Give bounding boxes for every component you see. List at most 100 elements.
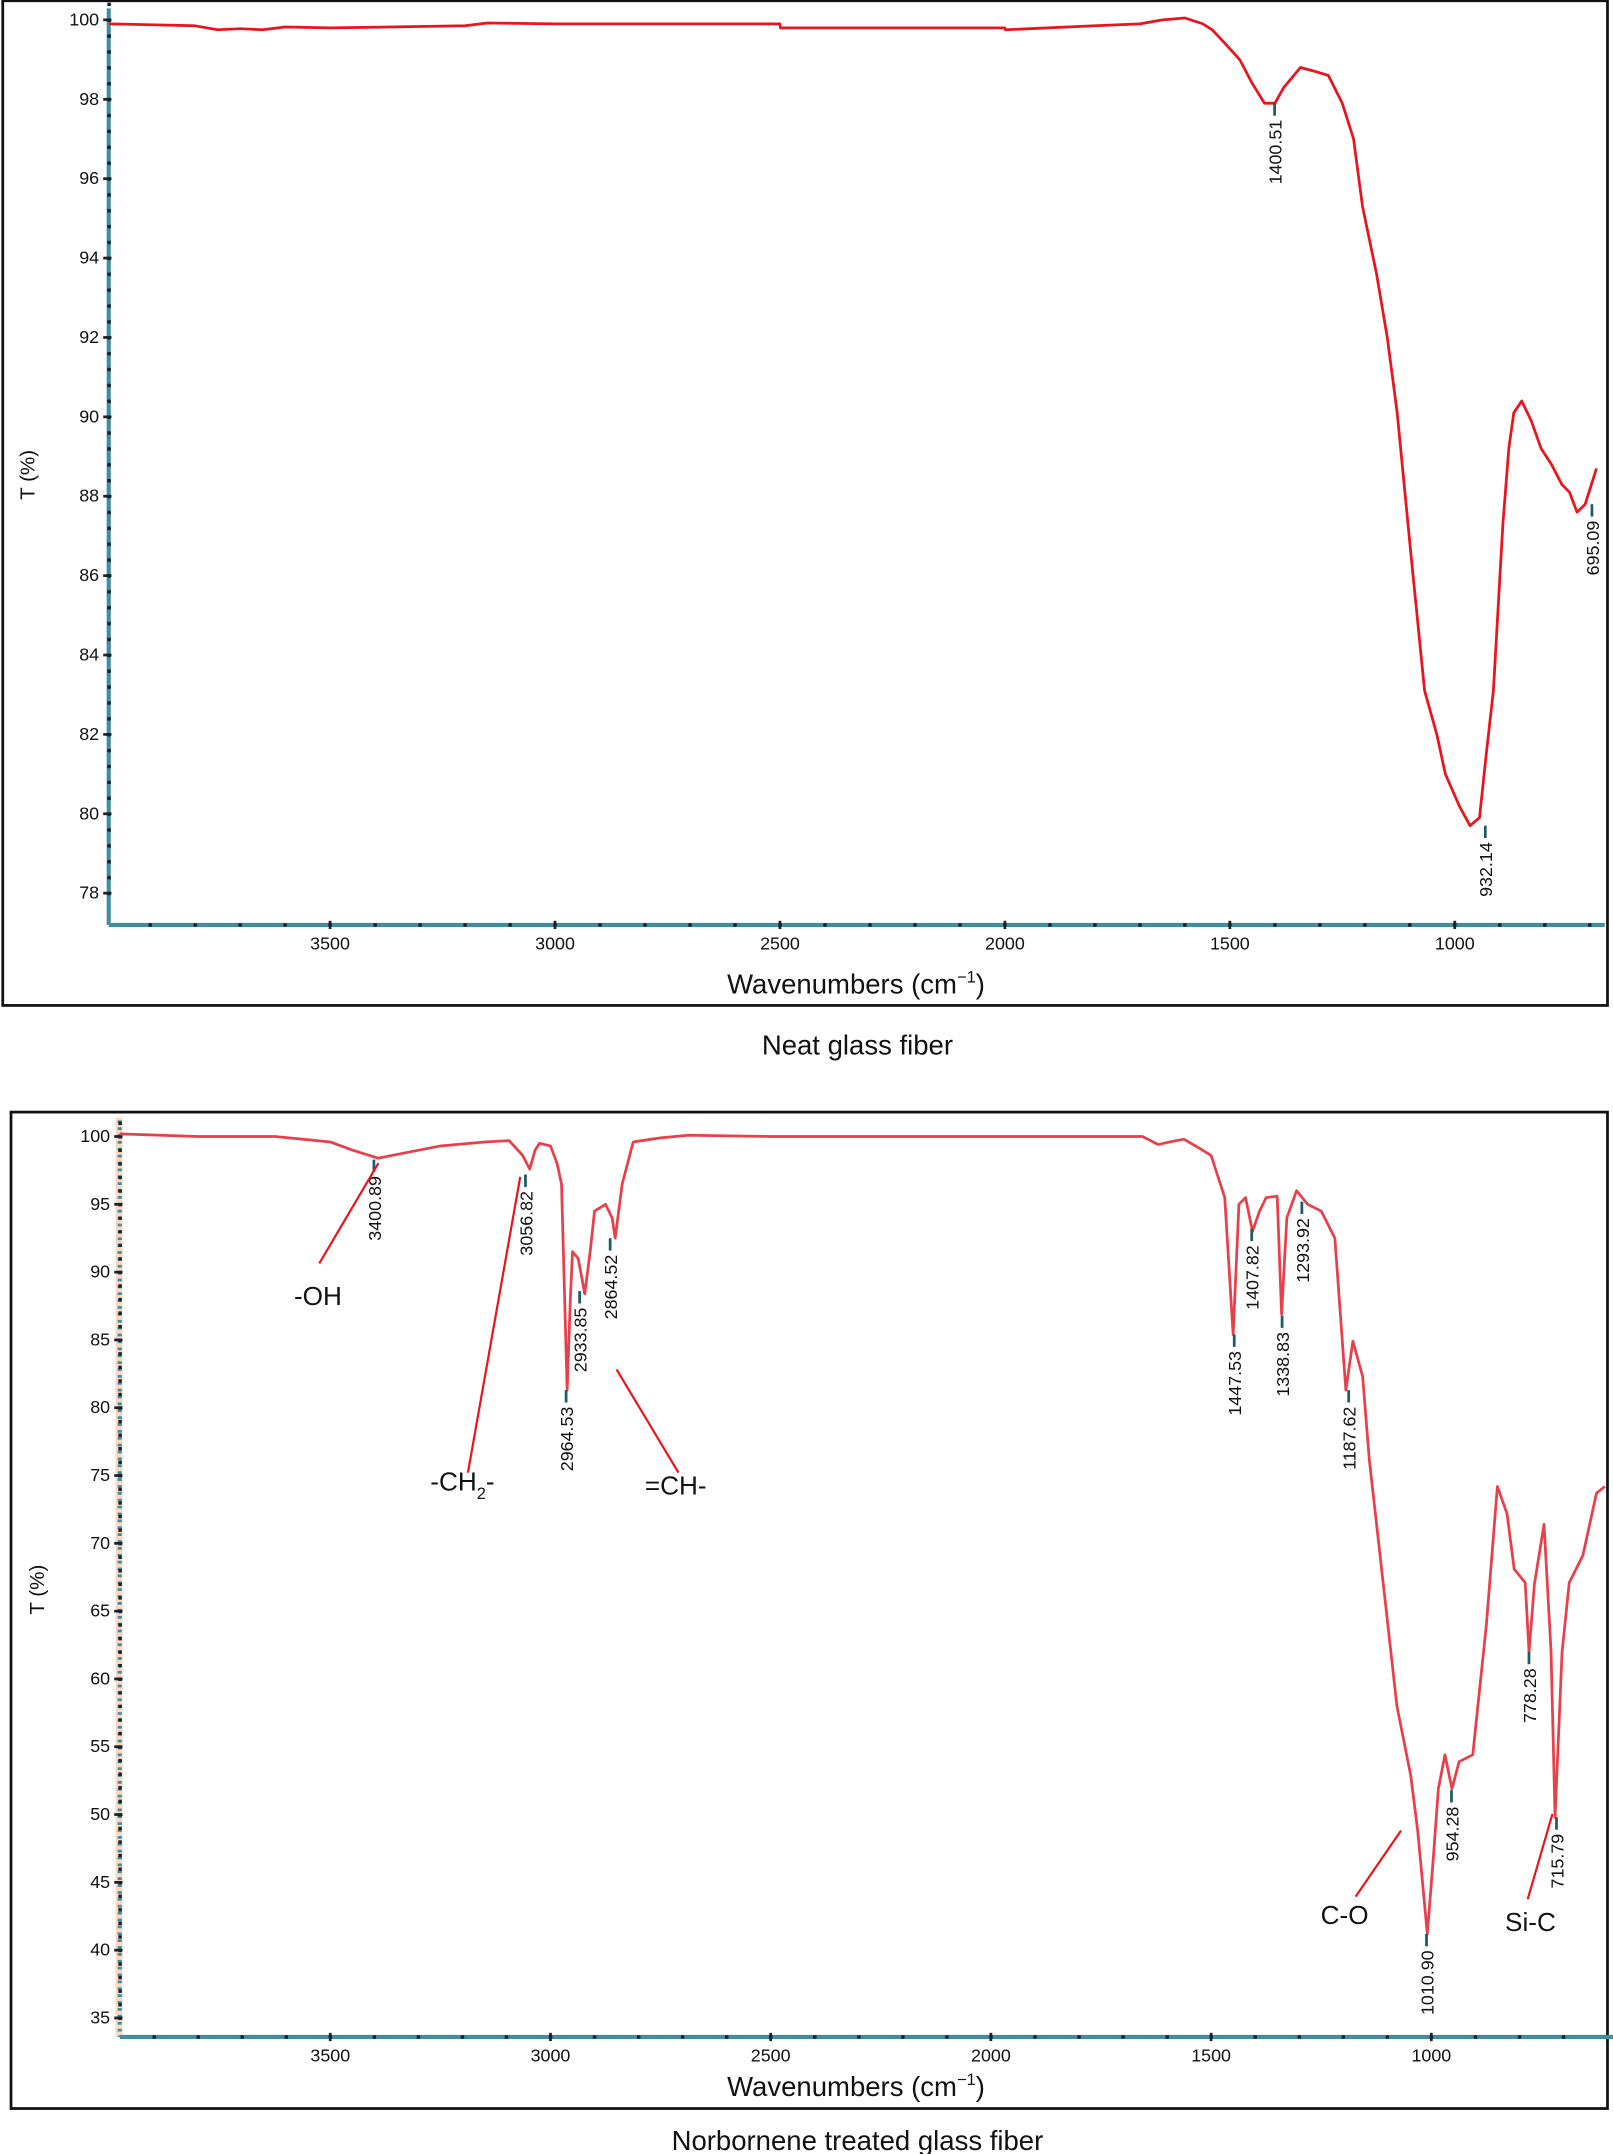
- x-tick-label: 3500: [310, 2046, 350, 2066]
- x-minor-tick: [1561, 2035, 1566, 2039]
- x-minor-tick: [238, 923, 242, 927]
- chart-caption: Norbornene treated glass fiber: [672, 2125, 1044, 2154]
- y-minor-tick: [107, 447, 111, 451]
- y-minor-tick: [118, 1691, 122, 1695]
- y-tick-label: 45: [90, 1872, 110, 1892]
- y-minor-tick: [107, 621, 111, 626]
- x-minor-tick: [328, 2035, 333, 2039]
- x-axis-label: Wavenumbers (cm−1): [727, 969, 985, 1000]
- peak-label: 1447.53: [1225, 1351, 1245, 1416]
- y-minor-tick: [118, 1867, 122, 1871]
- y-minor-tick: [118, 1202, 122, 1207]
- y-minor-tick: [107, 653, 111, 658]
- x-minor-tick: [1165, 2035, 1169, 2039]
- y-minor-tick: [107, 367, 111, 372]
- x-tick-label: 2500: [751, 2046, 791, 2066]
- peak-label: 715.79: [1547, 1834, 1567, 1889]
- x-minor-tick: [769, 2035, 773, 2039]
- y-minor-tick: [118, 1270, 122, 1275]
- y-minor-tick: [118, 1813, 122, 1817]
- y-tick-label: 86: [79, 565, 99, 585]
- y-tick-label: 100: [80, 1126, 110, 1146]
- x-minor-tick: [504, 2035, 509, 2039]
- spectrum-line: [119, 1132, 1606, 1936]
- annotation-sic: Si-C: [1505, 1907, 1556, 1937]
- y-minor-tick: [107, 812, 111, 816]
- y-minor-tick: [107, 272, 111, 277]
- x-minor-tick: [1228, 923, 1232, 927]
- y-minor-tick: [118, 1935, 122, 1939]
- y-minor-tick: [107, 891, 111, 896]
- peak-label: 1338.83: [1273, 1332, 1293, 1397]
- y-minor-tick: [118, 1433, 122, 1437]
- annotation-oh: -OH: [294, 1281, 342, 1311]
- y-minor-tick: [118, 1650, 122, 1654]
- x-tick-label: 1500: [1210, 934, 1250, 954]
- x-minor-tick: [463, 923, 467, 927]
- y-minor-tick: [118, 1758, 122, 1763]
- y-tick-label: 50: [90, 1804, 110, 1824]
- peak-label: 3056.82: [516, 1191, 536, 1256]
- annotation-leader-co: [1354, 1829, 1402, 1898]
- functional-group-annotations: -OH -CH2- =CH- C-O Si-C: [294, 1162, 1556, 1937]
- y-tick-label: 90: [90, 1262, 110, 1282]
- y-tick-label: 60: [90, 1668, 110, 1688]
- x-minor-tick: [1429, 2035, 1434, 2039]
- y-minor-tick: [118, 1921, 122, 1926]
- y-minor-tick: [107, 844, 111, 848]
- x-minor-tick: [148, 923, 152, 927]
- y-minor-tick: [118, 1189, 122, 1193]
- y-minor-tick: [107, 685, 111, 689]
- x-axis-label: Wavenumbers (cm−1): [727, 2071, 985, 2102]
- y-minor-tick: [107, 669, 111, 673]
- x-minor-tick: [958, 923, 962, 927]
- y-minor-tick: [107, 748, 111, 753]
- y-minor-tick: [118, 1257, 122, 1261]
- y-minor-tick: [107, 240, 111, 245]
- y-tick-label: 88: [79, 486, 99, 506]
- x-tick-label: 3000: [535, 934, 575, 954]
- x-tick-label: 2000: [971, 2046, 1011, 2066]
- x-minor-tick: [1318, 923, 1322, 927]
- y-tick-label: 84: [79, 645, 99, 665]
- x-minor-tick: [548, 2035, 553, 2039]
- x-minor-tick: [1498, 923, 1502, 927]
- peak-label: 695.09: [1583, 521, 1603, 576]
- y-tick-label: 90: [79, 406, 99, 426]
- x-tick-label: 2500: [760, 934, 800, 954]
- y-minor-tick: [118, 1880, 122, 1885]
- x-minor-tick: [418, 923, 422, 927]
- x-minor-tick: [778, 923, 782, 927]
- x-tick-label: 3500: [310, 934, 350, 954]
- x-tick-label: 2000: [985, 934, 1025, 954]
- peak-label: 2864.52: [601, 1255, 621, 1320]
- x-minor-tick: [1543, 923, 1547, 927]
- y-minor-tick: [118, 1148, 122, 1153]
- x-minor-tick: [1077, 2035, 1081, 2039]
- y-minor-tick: [118, 1487, 122, 1492]
- y-minor-tick: [118, 1216, 122, 1220]
- y-minor-tick: [118, 1324, 122, 1329]
- y-minor-tick: [118, 1677, 122, 1682]
- x-minor-tick: [1588, 923, 1592, 927]
- y-minor-tick: [118, 1975, 122, 1980]
- chart-caption: Neat glass fiber: [762, 1029, 953, 1060]
- x-minor-tick: [945, 2035, 949, 2039]
- x-minor-tick: [1473, 2035, 1478, 2039]
- y-minor-tick: [107, 18, 111, 22]
- x-tick-label: 3000: [531, 2046, 571, 2066]
- y-minor-tick: [107, 256, 111, 261]
- x-minor-tick: [643, 923, 647, 927]
- y-minor-tick: [118, 1243, 122, 1248]
- peak-label: 2964.53: [557, 1407, 577, 1472]
- y-axis-label: T (%): [16, 450, 39, 500]
- annotation-leader-oh: [318, 1162, 380, 1265]
- y-minor-tick: [118, 1962, 122, 1966]
- panel-frame: [9, 1110, 1609, 2110]
- x-minor-tick: [823, 923, 827, 927]
- y-minor-tick: [118, 1392, 122, 1397]
- y-minor-tick: [107, 224, 111, 229]
- x-minor-tick: [1517, 2035, 1522, 2039]
- annotation-ch: =CH-: [645, 1471, 707, 1501]
- x-minor-tick: [284, 2035, 289, 2039]
